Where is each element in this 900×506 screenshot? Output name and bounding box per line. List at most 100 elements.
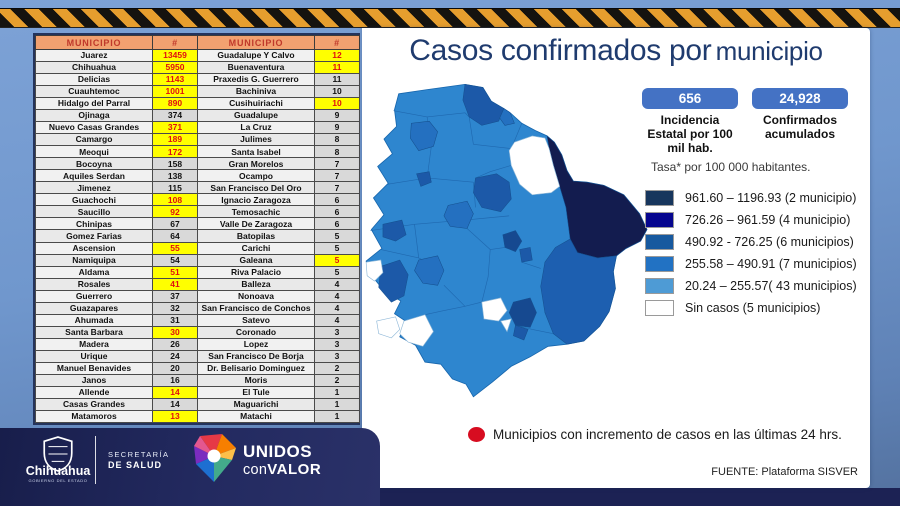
table-row: Nuevo Casas Grandes 371 La Cruz 9: [35, 121, 360, 135]
municipio-name-cell: Guadalupe: [197, 109, 315, 123]
chihuahua-choropleth-map: [364, 80, 648, 398]
municipio-name-cell: Batopilas: [197, 229, 315, 243]
municipio-name-cell: Gomez Farias: [35, 229, 153, 243]
table-row: Matamoros 13 Matachi 1: [35, 409, 360, 424]
case-count-cell: 6: [314, 217, 360, 231]
municipio-name-cell: Jimenez: [35, 181, 153, 195]
municipio-name-cell: Matamoros: [35, 409, 153, 424]
municipio-name-cell: Rosales: [35, 277, 153, 291]
legend-color-swatch: [645, 212, 674, 228]
municipio-name-cell: Ahumada: [35, 313, 153, 327]
municipio-name-cell: Meoqui: [35, 145, 153, 159]
municipio-name-cell: Lopez: [197, 337, 315, 351]
municipio-name-cell: San Francisco Del Oro: [197, 181, 315, 195]
legend-color-swatch: [645, 234, 674, 250]
stat-confirmados: 24,928 Confirmados acumulados: [748, 88, 852, 155]
chihuahua-shield-icon: [43, 436, 73, 472]
campaign-line1: UNIDOS: [243, 442, 313, 461]
case-count-cell: 1143: [152, 73, 198, 87]
municipio-name-cell: Guadalupe Y Calvo: [197, 48, 315, 63]
table-row: Urique 24 San Francisco De Borja 3: [35, 349, 360, 363]
table-row: Ahumada 31 Satevo 4: [35, 313, 360, 327]
municipio-name-cell: Saucillo: [35, 205, 153, 219]
table-row: Manuel Benavides 20 Dr. Belisario Domingue…: [35, 361, 360, 375]
table-row: Juarez 13459 Guadalupe Y Calvo 12: [35, 48, 360, 63]
municipio-name-cell: Valle De Zaragoza: [197, 217, 315, 231]
case-count-cell: 11: [314, 73, 360, 87]
table-row: Santa Barbara 30 Coronado 3: [35, 325, 360, 339]
case-count-cell: 13459: [152, 48, 198, 63]
municipio-name-cell: Janos: [35, 373, 153, 387]
case-count-cell: 7: [314, 181, 360, 195]
case-count-cell: 64: [152, 229, 198, 243]
case-count-cell: 14: [152, 397, 198, 411]
page-title: Casos confirmados por municipio: [362, 34, 870, 68]
municipio-name-cell: Coronado: [197, 325, 315, 339]
legend-color-swatch: [645, 256, 674, 272]
case-count-cell: 12: [314, 48, 360, 63]
municipio-name-cell: La Cruz: [197, 121, 315, 135]
municipio-name-cell: Hidalgo del Parral: [35, 97, 153, 111]
case-count-cell: 16: [152, 373, 198, 387]
municipio-name-cell: Urique: [35, 349, 153, 363]
case-count-cell: 115: [152, 181, 198, 195]
case-count-cell: 11: [314, 61, 360, 75]
map-region: [414, 255, 445, 286]
municipio-name-cell: Nuevo Casas Grandes: [35, 121, 153, 135]
incidencia-label: Incidencia Estatal por 100 mil hab.: [647, 113, 733, 155]
map-region: [481, 297, 508, 322]
source-attribution: FUENTE: Plataforma SISVER: [711, 466, 858, 478]
case-count-cell: 138: [152, 169, 198, 183]
map-region: [546, 135, 648, 259]
municipio-name-cell: Satevo: [197, 313, 315, 327]
campaign-wordmark: UNIDOS conVALOR: [243, 443, 321, 478]
case-count-cell: 24: [152, 349, 198, 363]
municipio-name-cell: Bocoyna: [35, 157, 153, 171]
map-region: [410, 120, 438, 151]
table-row: Rosales 41 Balleza 4: [35, 277, 360, 291]
case-count-cell: 41: [152, 277, 198, 291]
map-region: [502, 230, 523, 252]
case-count-cell: 26: [152, 337, 198, 351]
case-count-cell: 1: [314, 397, 360, 411]
tasa-footnote: Tasa* por 100 000 habitantes.: [651, 160, 811, 174]
footer-state-subtitle: GOBIERNO DEL ESTADO: [28, 478, 88, 483]
unidos-con-valor-logo: [194, 434, 236, 482]
municipio-name-cell: Julimes: [197, 133, 315, 147]
case-count-cell: 158: [152, 157, 198, 171]
table-row: Chihuahua 5950 Buenaventura 11: [35, 61, 360, 75]
page-title-sub: municipio: [715, 36, 823, 66]
municipio-name-cell: San Francisco De Borja: [197, 349, 315, 363]
map-region: [443, 200, 474, 229]
municipio-name-cell: Maguarichi: [197, 397, 315, 411]
municipio-name-cell: Ojinaga: [35, 109, 153, 123]
municipio-name-cell: Chihuahua: [35, 61, 153, 75]
map-region: [508, 135, 561, 196]
table-row: Janos 16 Moris 2: [35, 373, 360, 387]
map-shaded-regions: [378, 84, 648, 345]
municipio-name-cell: Ignacio Zaragoza: [197, 193, 315, 207]
case-count-cell: 1001: [152, 85, 198, 99]
case-count-cell: 32: [152, 301, 198, 315]
municipio-name-cell: Gran Morelos: [197, 157, 315, 171]
table-row: Namiquipa 54 Galeana 5: [35, 253, 360, 267]
municipio-name-cell: Camargo: [35, 133, 153, 147]
case-count-cell: 1: [314, 409, 360, 424]
table-row: Guerrero 37 Nonoava 4: [35, 289, 360, 303]
map-region: [399, 314, 434, 347]
case-count-cell: 4: [314, 277, 360, 291]
footer-bar: Chihuahua GOBIERNO DEL ESTADO SECRETARÍA…: [0, 428, 380, 506]
municipio-name-cell: Praxedis G. Guerrero: [197, 73, 315, 87]
case-count-cell: 7: [314, 157, 360, 171]
stat-incidencia: 656 Incidencia Estatal por 100 mil hab.: [638, 88, 742, 155]
case-count-cell: 4: [314, 313, 360, 327]
case-count-cell: 55: [152, 241, 198, 255]
municipio-name-cell: Cuauhtemoc: [35, 85, 153, 99]
table-row: Meoqui 172 Santa Isabel 8: [35, 145, 360, 159]
case-count-cell: 8: [314, 133, 360, 147]
table-row: Aldama 51 Riva Palacio 5: [35, 265, 360, 279]
municipio-name-cell: Ocampo: [197, 169, 315, 183]
case-count-cell: 6: [314, 205, 360, 219]
legend-color-swatch: [645, 300, 674, 316]
table-row: Gomez Farias 64 Batopilas 5: [35, 229, 360, 243]
